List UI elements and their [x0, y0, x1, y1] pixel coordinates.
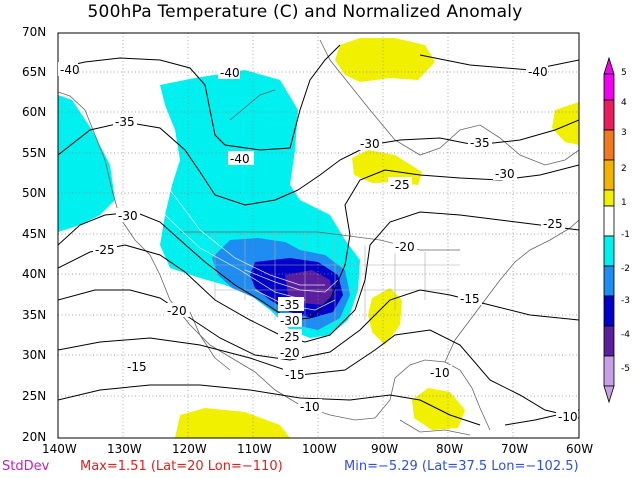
lat-label: 35N [22, 308, 47, 322]
contour-label: -10 [430, 366, 450, 380]
contour-label: -20 [280, 346, 300, 360]
contour-label: -35 [280, 298, 300, 312]
colorbar-swatch [603, 325, 615, 357]
temperature-contours [58, 44, 579, 426]
colorbar-label: -4 [621, 330, 630, 340]
contour-label: -25 [95, 243, 115, 257]
anomaly-purple-4 [285, 270, 333, 305]
lat-label: 70N [22, 25, 47, 39]
lat-label: 65N [22, 65, 47, 79]
contour-label: -40 [220, 66, 240, 80]
contour-label: -40 [528, 65, 548, 79]
contour-label: -30 [360, 137, 380, 151]
anomaly-shading [58, 38, 579, 438]
contour-label: -15 [127, 360, 147, 374]
colorbar-top-cap [603, 56, 615, 75]
state-borders [214, 232, 460, 330]
contour-label: -40 [230, 152, 250, 166]
colorbar-label: 2 [621, 164, 627, 174]
lat-label: 20N [22, 430, 47, 444]
lat-label: 50N [22, 186, 47, 200]
contour-label: -35 [115, 115, 135, 129]
lat-label: 25N [22, 389, 47, 403]
colorbar-swatch [603, 265, 615, 297]
colorbar-bottom-cap [603, 385, 615, 404]
anomaly-cyan-pacific [58, 95, 115, 232]
plot-frame [57, 32, 580, 439]
lat-label: 40N [22, 267, 47, 281]
min-readout: Min=−5.29 (Lat=37.5 Lon=−102.5) [344, 459, 579, 474]
colorbar-label: 4 [621, 98, 627, 108]
colorbar-swatch [603, 73, 615, 101]
lon-label: 100W [302, 442, 337, 456]
lat-label: 60N [22, 105, 47, 119]
inner-contours [139, 149, 339, 311]
lon-label: 140W [42, 442, 77, 456]
lon-label: 70W [501, 442, 529, 456]
contour-label: -15 [285, 368, 305, 382]
contour-label: -30 [280, 314, 300, 328]
colorbar-swatch [603, 159, 615, 191]
anomaly-yellow-mexico [175, 408, 290, 438]
contour-label: -10 [558, 410, 578, 424]
colorbar-swatch [603, 99, 615, 131]
contour-label: -25 [390, 178, 410, 192]
contour-label: -40 [60, 63, 80, 77]
lon-label: 130W [107, 442, 142, 456]
colorbar-swatch [603, 235, 615, 267]
lon-label: 110W [237, 442, 272, 456]
colorbar-label: 1 [621, 198, 627, 208]
anomaly-yellow-labrador [552, 102, 579, 145]
max-readout: Max=1.51 (Lat=20 Lon=−110) [80, 459, 283, 474]
contour-label: -30 [118, 209, 138, 223]
map-title: 500hPa Temperature (C) and Normalized An… [87, 2, 523, 22]
contour-label: -20 [395, 240, 415, 254]
contour-label: -20 [167, 304, 187, 318]
lon-label: 80W [436, 442, 464, 456]
lat-label: 45N [22, 227, 47, 241]
contour-label: -25 [280, 330, 300, 344]
anomaly-yellow-texas [368, 288, 402, 345]
colorbar-swatch [603, 129, 615, 161]
colorbar-label: 5 [621, 68, 627, 78]
anomaly-yellow-north [335, 38, 435, 82]
contour-labels: -40 -40 -40 -40 -35 -35 -30 -30 -30 -30 … [58, 62, 578, 424]
contour-label: -35 [470, 136, 490, 150]
lon-label: 90W [371, 442, 399, 456]
contour-label: -10 [300, 400, 320, 414]
colorbar-swatch [603, 355, 615, 387]
colorbar-label: -1 [621, 230, 630, 240]
lat-label: 30N [22, 348, 47, 362]
contour-label: -30 [495, 167, 515, 181]
stddev-label: StdDev [2, 459, 50, 474]
lat-label: 55N [22, 146, 47, 160]
lon-label: 120W [172, 442, 207, 456]
contour-label: -25 [543, 217, 563, 231]
contour-label: -15 [460, 292, 480, 306]
coastlines [58, 39, 579, 436]
colorbar-label: -2 [621, 264, 630, 274]
colorbar-swatch [603, 205, 615, 237]
colorbar-label: -5 [621, 364, 630, 374]
lon-label: 60W [566, 442, 594, 456]
colorbar-label: -3 [621, 296, 630, 306]
colorbar-swatch [603, 189, 615, 207]
colorbar-swatch [603, 295, 615, 327]
colorbar [603, 56, 615, 404]
colorbar-label: 3 [621, 128, 627, 138]
